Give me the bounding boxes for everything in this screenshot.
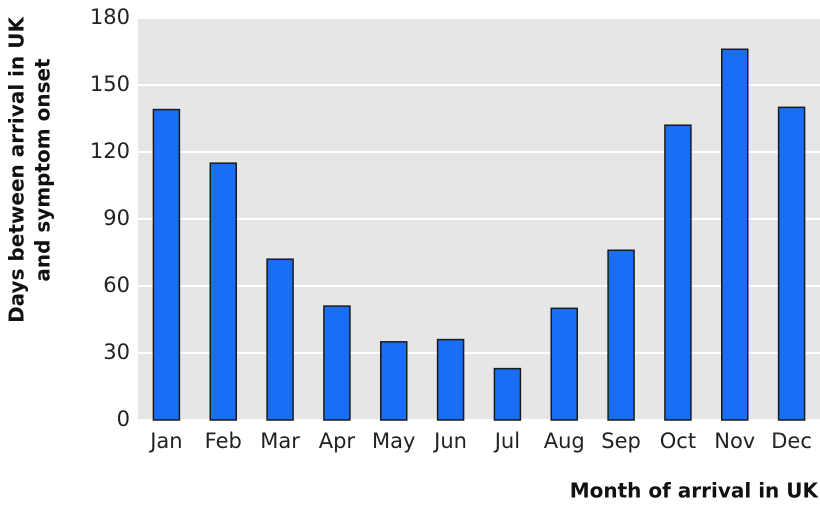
bar <box>436 338 465 421</box>
y-tick-label: 180 <box>90 5 130 29</box>
bar <box>380 341 408 421</box>
bar <box>721 48 749 421</box>
y-tick-label: 90 <box>103 206 130 230</box>
x-tick-label: Aug <box>544 429 585 453</box>
y-tick-label: 60 <box>103 273 130 297</box>
y-tick-label: 150 <box>90 72 130 96</box>
x-tick-label: May <box>372 429 415 453</box>
bar <box>550 307 578 421</box>
x-axis-title: Month of arrival in UK <box>570 479 820 503</box>
y-axis-title: and symptom onset <box>31 58 55 282</box>
bar <box>777 106 806 421</box>
x-tick-label: Oct <box>660 429 696 453</box>
x-tick-label: Mar <box>260 429 300 453</box>
x-tick-label: Sep <box>601 429 641 453</box>
bar <box>152 108 181 421</box>
y-axis-title: Days between arrival in UK <box>5 16 29 323</box>
bar <box>607 249 635 421</box>
y-tick-label: 0 <box>117 407 130 431</box>
bar <box>493 367 522 421</box>
bar <box>209 162 237 421</box>
x-tick-label: Dec <box>771 429 812 453</box>
bar <box>664 124 692 421</box>
x-tick-label: Nov <box>714 429 755 453</box>
y-tick-label: 120 <box>90 139 130 163</box>
bar <box>323 305 351 421</box>
y-tick-label: 30 <box>103 340 130 364</box>
x-tick-label: Jan <box>148 429 182 453</box>
x-tick-label: Jun <box>432 429 467 453</box>
x-tick-label: Apr <box>319 429 356 453</box>
x-tick-label: Jul <box>493 429 520 453</box>
x-tick-label: Feb <box>205 429 242 453</box>
bar <box>266 258 294 421</box>
